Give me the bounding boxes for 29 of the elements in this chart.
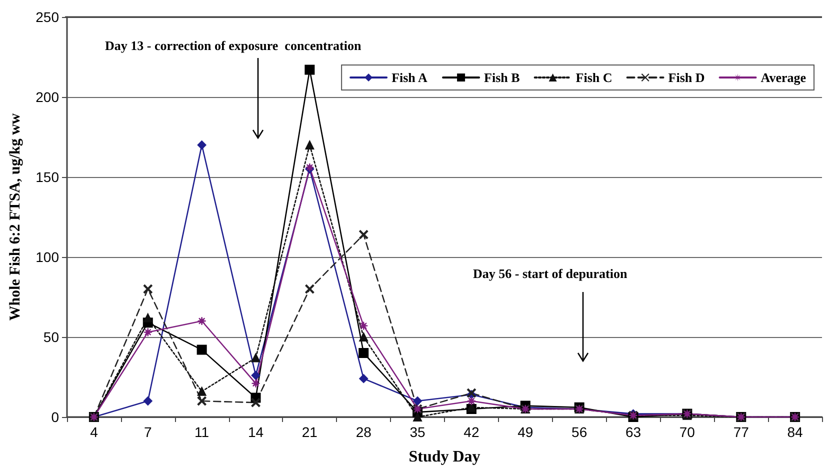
y-tick-label: 0 — [51, 409, 60, 425]
legend-label: Fish A — [392, 70, 428, 85]
x-tick-label: 42 — [464, 424, 480, 440]
y-tick-label: 250 — [36, 9, 60, 25]
annotation: Day 13 - correction of exposure concentration — [105, 38, 362, 54]
y-axis-title: Whole Fish 6:2 FTSA, ug/kg ww — [8, 113, 24, 321]
x-tick-label: 84 — [787, 424, 804, 440]
legend-label: Fish C — [576, 70, 612, 85]
x-tick-label: 14 — [248, 424, 264, 440]
annotation: Day 56 - start of depuration — [473, 266, 628, 282]
x-tick-label: 11 — [194, 424, 210, 440]
x-tick-label: 63 — [625, 424, 642, 440]
x-tick-label: 70 — [679, 424, 696, 440]
x-tick-label: 7 — [144, 424, 152, 440]
x-tick-label: 35 — [410, 424, 426, 440]
legend-label: Average — [760, 70, 806, 85]
legend-label: Fish D — [668, 70, 705, 85]
y-tick-label: 150 — [36, 169, 60, 185]
x-tick-label: 4 — [90, 424, 98, 440]
x-axis-title: Study Day — [408, 448, 480, 466]
x-tick-label: 28 — [356, 424, 372, 440]
y-tick-label: 200 — [36, 89, 60, 105]
x-tick-label: 77 — [733, 424, 750, 440]
x-tick-label: 21 — [302, 424, 318, 440]
y-tick-label: 50 — [43, 329, 60, 345]
x-tick-label: 49 — [518, 424, 534, 440]
legend-label: Fish B — [484, 70, 520, 85]
x-tick-label: 56 — [572, 424, 588, 440]
y-tick-label: 100 — [36, 249, 60, 265]
